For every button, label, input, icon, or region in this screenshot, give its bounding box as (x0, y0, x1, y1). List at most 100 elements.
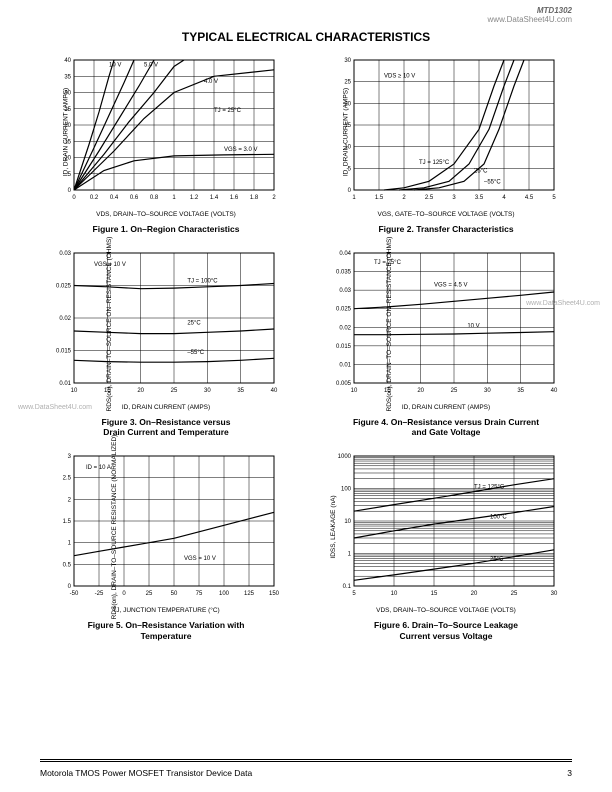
svg-text:0.6: 0.6 (130, 195, 139, 201)
svg-text:0: 0 (72, 195, 76, 201)
svg-text:-25: -25 (95, 591, 104, 597)
svg-text:1.4: 1.4 (210, 195, 219, 201)
footer-rule (40, 759, 572, 760)
svg-text:0.025: 0.025 (56, 283, 72, 289)
fig6-xlabel: VDS, DRAIN–TO–SOURCE VOLTAGE (VOLTS) (376, 607, 516, 614)
svg-text:TJ = 25°C: TJ = 25°C (214, 108, 242, 114)
svg-text:100: 100 (341, 486, 352, 492)
fig6: IDSS, LEAKAGE (nA)510152025300.111010010… (320, 450, 572, 641)
svg-text:1.5: 1.5 (63, 519, 72, 525)
fig2-caption: Figure 2. Transfer Characteristics (378, 224, 513, 235)
svg-text:20: 20 (471, 591, 478, 597)
svg-text:0.025: 0.025 (336, 306, 352, 312)
svg-text:1.6: 1.6 (230, 195, 239, 201)
footer-rule-thin (40, 761, 572, 762)
fig3-caption: Figure 3. On–Resistance versusDrain Curr… (102, 417, 231, 438)
fig1: ID, DRAIN CURRENT (AMPS)00.20.40.60.811.… (40, 54, 292, 235)
fig4: RDS(on), DRAIN–TO–SOURCE ON–RESISTANCE (… (320, 247, 572, 438)
svg-text:ID = 10 A: ID = 10 A (86, 465, 111, 471)
svg-text:10: 10 (391, 591, 398, 597)
svg-text:0.02: 0.02 (59, 316, 71, 322)
svg-text:25°C: 25°C (187, 320, 201, 326)
fig4-caption: Figure 4. On–Resistance versus Drain Cur… (353, 417, 539, 438)
svg-text:0.4: 0.4 (110, 195, 119, 201)
fig1-ylabel: ID, DRAIN CURRENT (AMPS) (63, 87, 70, 175)
fig2-ylabel: ID, DRAIN CURRENT (AMPS) (343, 87, 350, 175)
svg-text:0.02: 0.02 (339, 325, 351, 331)
svg-text:0.035: 0.035 (336, 269, 352, 275)
footer: Motorola TMOS Power MOSFET Transistor De… (40, 768, 572, 778)
svg-text:10: 10 (344, 519, 351, 525)
svg-text:VGS = 4.5 V: VGS = 4.5 V (434, 282, 468, 288)
svg-text:2.5: 2.5 (63, 476, 72, 482)
svg-text:30: 30 (551, 591, 558, 597)
fig6-ylabel: IDSS, LEAKAGE (nA) (330, 496, 337, 559)
svg-text:10: 10 (71, 388, 78, 394)
charts-grid: ID, DRAIN CURRENT (AMPS)00.20.40.60.811.… (40, 54, 572, 641)
svg-text:25: 25 (171, 388, 178, 394)
svg-text:0: 0 (348, 188, 352, 194)
fig2: ID, DRAIN CURRENT (AMPS)11.522.533.544.5… (320, 54, 572, 235)
svg-text:125: 125 (244, 591, 255, 597)
svg-text:VDS ≥ 10 V: VDS ≥ 10 V (384, 73, 415, 79)
svg-text:30: 30 (344, 58, 351, 64)
svg-text:–55°C: –55°C (187, 349, 204, 355)
footer-left: Motorola TMOS Power MOSFET Transistor De… (40, 768, 252, 778)
fig3-ylabel: RDS(on), DRAIN–TO–SOURCE ON–RESISTANCE (… (106, 237, 113, 412)
svg-text:TJ = 125°C: TJ = 125°C (474, 484, 505, 490)
svg-text:3: 3 (452, 195, 456, 201)
svg-text:15: 15 (431, 591, 438, 597)
svg-text:3.5: 3.5 (475, 195, 484, 201)
svg-text:1: 1 (68, 541, 72, 547)
svg-text:40: 40 (64, 58, 71, 64)
svg-text:5: 5 (352, 591, 356, 597)
fig6-caption: Figure 6. Drain–To–Source LeakageCurrent… (374, 620, 518, 641)
svg-text:0.5: 0.5 (63, 562, 72, 568)
svg-text:100: 100 (219, 591, 230, 597)
svg-text:2: 2 (272, 195, 276, 201)
svg-text:VGS = 3.0 V: VGS = 3.0 V (224, 147, 258, 153)
svg-text:25: 25 (344, 80, 351, 86)
svg-text:4.5: 4.5 (525, 195, 534, 201)
svg-text:50: 50 (171, 591, 178, 597)
watermark-left: www.DataSheet4U.com (18, 404, 92, 411)
svg-text:5: 5 (552, 195, 556, 201)
svg-text:0: 0 (68, 188, 72, 194)
fig4-ylabel: RDS(on), DRAIN–TO–SOURCE ON–RESISTANCE (… (386, 237, 393, 412)
fig5-caption: Figure 5. On–Resistance Variation withTe… (88, 620, 245, 641)
svg-text:TJ = 125°C: TJ = 125°C (419, 160, 450, 166)
svg-text:35: 35 (64, 74, 71, 80)
fig3-xlabel: ID, DRAIN CURRENT (AMPS) (122, 404, 210, 411)
footer-right: 3 (567, 768, 572, 778)
svg-text:20: 20 (417, 388, 424, 394)
svg-text:10 V: 10 V (467, 323, 479, 329)
fig1-caption: Figure 1. On–Region Characteristics (93, 224, 240, 235)
svg-text:35: 35 (517, 388, 524, 394)
svg-text:0.04: 0.04 (339, 251, 351, 257)
svg-text:0.03: 0.03 (339, 288, 351, 294)
svg-text:0: 0 (68, 584, 72, 590)
fig5: RDS(on), DRAIN–TO–SOURCE RESISTANCE (NOR… (40, 450, 292, 641)
svg-text:25°C: 25°C (490, 557, 504, 563)
svg-text:25: 25 (146, 591, 153, 597)
header-right: MTD1302 www.DataSheet4U.com (488, 6, 572, 24)
svg-text:1.2: 1.2 (190, 195, 199, 201)
svg-text:1.5: 1.5 (375, 195, 384, 201)
svg-text:2: 2 (68, 497, 72, 503)
svg-text:VGS = 10 V: VGS = 10 V (184, 556, 216, 562)
svg-text:1: 1 (348, 551, 352, 557)
svg-text:1.8: 1.8 (250, 195, 259, 201)
svg-text:4.0 V: 4.0 V (204, 79, 218, 85)
svg-text:0.015: 0.015 (56, 348, 72, 354)
svg-text:25°C: 25°C (474, 169, 488, 175)
page-title: TYPICAL ELECTRICAL CHARACTERISTICS (40, 30, 572, 44)
svg-text:0.1: 0.1 (343, 584, 352, 590)
svg-text:25: 25 (451, 388, 458, 394)
part-number: MTD1302 (488, 6, 572, 15)
fig1-xlabel: VDS, DRAIN–TO–SOURCE VOLTAGE (VOLTS) (96, 211, 236, 218)
svg-text:100°C: 100°C (490, 514, 507, 520)
svg-text:-50: -50 (70, 591, 79, 597)
svg-text:0.03: 0.03 (59, 251, 71, 257)
svg-text:40: 40 (271, 388, 278, 394)
fig5-ylabel: RDS(on), DRAIN–TO–SOURCE RESISTANCE (NOR… (111, 435, 118, 620)
